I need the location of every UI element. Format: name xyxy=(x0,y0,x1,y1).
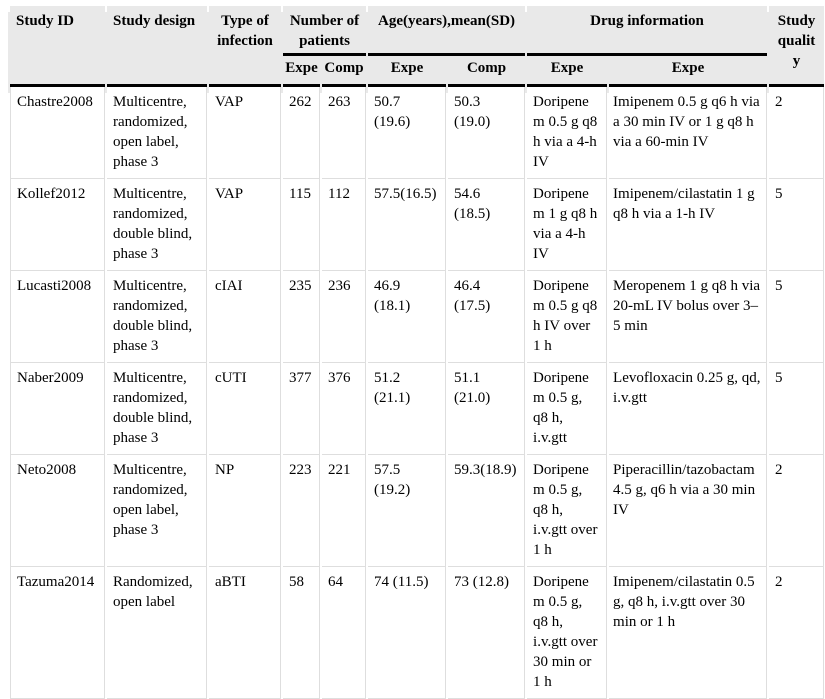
cell-drug-comp: Imipenem/cilastatin 0.5 g, q8 h, i.v.gtt… xyxy=(609,567,768,699)
cell-drug-comp: Piperacillin/tazobactam 4.5 g, q6 h via … xyxy=(609,455,768,567)
cell-age-expe: 57.5 (19.2) xyxy=(368,455,447,567)
cell-study-quality: 2 xyxy=(769,87,825,179)
header-row-subcolumns: Expe Comp Expe Comp Expe Expe xyxy=(10,56,824,87)
cell-study-id: Kollef2012 xyxy=(10,179,105,271)
cell-patients-expe: 115 xyxy=(283,179,320,271)
col-header-type-of-infection: Type of infection xyxy=(209,6,281,87)
cell-study-design: Randomized, open label xyxy=(107,567,207,699)
cell-drug-comp: Meropenem 1 g q8 h via 20-mL IV bolus ov… xyxy=(609,271,768,363)
cell-drug-expe: Doripenem 0.5 g, q8 h, i.v.gtt over 30 m… xyxy=(527,567,608,699)
cell-patients-comp: 64 xyxy=(322,567,367,699)
cell-age-expe: 57.5(16.5) xyxy=(368,179,447,271)
cell-study-quality: 5 xyxy=(769,179,825,271)
cell-patients-comp: 221 xyxy=(322,455,367,567)
table-row: Chastre2008 Multicentre, randomized, ope… xyxy=(10,87,825,179)
page: Study ID Study design Type of infection … xyxy=(0,6,825,699)
table-row: Lucasti2008 Multicentre, randomized, dou… xyxy=(10,271,825,363)
cell-infection-type: cUTI xyxy=(209,363,281,455)
cell-patients-comp: 236 xyxy=(322,271,367,363)
col-header-drug-information: Drug information xyxy=(527,6,768,56)
cell-patients-expe: 58 xyxy=(283,567,320,699)
col-header-age: Age(years),mean(SD) xyxy=(368,6,526,56)
table-row: Naber2009 Multicentre, randomized, doubl… xyxy=(10,363,825,455)
cell-study-design: Multicentre, randomized, double blind, p… xyxy=(107,363,207,455)
cell-age-comp: 73 (12.8) xyxy=(448,567,526,699)
cell-study-quality: 5 xyxy=(769,271,825,363)
cell-study-design: Multicentre, randomized, double blind, p… xyxy=(107,271,207,363)
cell-patients-comp: 263 xyxy=(322,87,367,179)
cell-drug-expe: Doripenem 0.5 g, q8 h, i.v.gtt over 1 h xyxy=(527,455,608,567)
cell-patients-expe: 377 xyxy=(283,363,320,455)
cell-study-quality: 2 xyxy=(769,567,825,699)
cell-study-id: Chastre2008 xyxy=(10,87,105,179)
cell-age-comp: 51.1 (21.0) xyxy=(448,363,526,455)
cell-age-comp: 59.3(18.9) xyxy=(448,455,526,567)
col-header-number-of-patients: Number of patients xyxy=(283,6,367,56)
cell-study-design: Multicentre, randomized, open label, pha… xyxy=(107,87,207,179)
cell-drug-comp: Imipenem/cilastatin 1 g q8 h via a 1-h I… xyxy=(609,179,768,271)
cell-age-comp: 54.6 (18.5) xyxy=(448,179,526,271)
studies-table: Study ID Study design Type of infection … xyxy=(8,6,825,699)
cell-drug-expe: Doripenem 0.5 g, q8 h, i.v.gtt xyxy=(527,363,608,455)
cell-study-id: Lucasti2008 xyxy=(10,271,105,363)
cell-age-comp: 50.3 (19.0) xyxy=(448,87,526,179)
cell-patients-comp: 112 xyxy=(322,179,367,271)
subcol-patients-comp: Comp xyxy=(322,56,367,87)
cell-age-expe: 50.7 (19.6) xyxy=(368,87,447,179)
cell-study-id: Neto2008 xyxy=(10,455,105,567)
cell-age-expe: 51.2 (21.1) xyxy=(368,363,447,455)
cell-study-design: Multicentre, randomized, double blind, p… xyxy=(107,179,207,271)
cell-study-quality: 5 xyxy=(769,363,825,455)
table-row: Kollef2012 Multicentre, randomized, doub… xyxy=(10,179,825,271)
table-row: Neto2008 Multicentre, randomized, open l… xyxy=(10,455,825,567)
cell-study-design: Multicentre, randomized, open label, pha… xyxy=(107,455,207,567)
col-header-study-id: Study ID xyxy=(10,6,105,87)
subcol-drug-expe: Expe xyxy=(527,56,608,87)
table-header: Study ID Study design Type of infection … xyxy=(10,6,825,87)
subcol-patients-expe: Expe xyxy=(283,56,320,87)
cell-infection-type: cIAI xyxy=(209,271,281,363)
cell-age-expe: 46.9 (18.1) xyxy=(368,271,447,363)
cell-drug-comp: Levofloxacin 0.25 g, qd, i.v.gtt xyxy=(609,363,768,455)
subcol-drug-comp: Expe xyxy=(609,56,768,87)
cell-age-comp: 46.4 (17.5) xyxy=(448,271,526,363)
cell-study-id: Naber2009 xyxy=(10,363,105,455)
col-header-study-design: Study design xyxy=(107,6,207,87)
cell-drug-expe: Doripenem 1 g q8 h via a 4-h IV xyxy=(527,179,608,271)
cell-infection-type: NP xyxy=(209,455,281,567)
cell-study-quality: 2 xyxy=(769,455,825,567)
cell-infection-type: VAP xyxy=(209,179,281,271)
table-body: Chastre2008 Multicentre, randomized, ope… xyxy=(10,87,825,699)
table-row: Tazuma2014 Randomized, open label aBTI 5… xyxy=(10,567,825,699)
cell-age-expe: 74 (11.5) xyxy=(368,567,447,699)
cell-drug-expe: Doripenem 0.5 g q8 h via a 4-h IV xyxy=(527,87,608,179)
cell-patients-comp: 376 xyxy=(322,363,367,455)
cell-patients-expe: 262 xyxy=(283,87,320,179)
header-row-groups: Study ID Study design Type of infection … xyxy=(10,6,825,87)
cell-drug-expe: Doripenem 0.5 g q8 h IV over 1 h xyxy=(527,271,608,363)
cell-study-id: Tazuma2014 xyxy=(10,567,105,699)
cell-drug-comp: Imipenem 0.5 g q6 h via a 30 min IV or 1… xyxy=(609,87,768,179)
cell-patients-expe: 235 xyxy=(283,271,320,363)
cell-infection-type: VAP xyxy=(209,87,281,179)
cell-patients-expe: 223 xyxy=(283,455,320,567)
subcol-age-expe: Expe xyxy=(368,56,447,87)
subcol-age-comp: Comp xyxy=(448,56,526,87)
cell-infection-type: aBTI xyxy=(209,567,281,699)
col-header-study-quality: Study quality xyxy=(769,6,825,87)
